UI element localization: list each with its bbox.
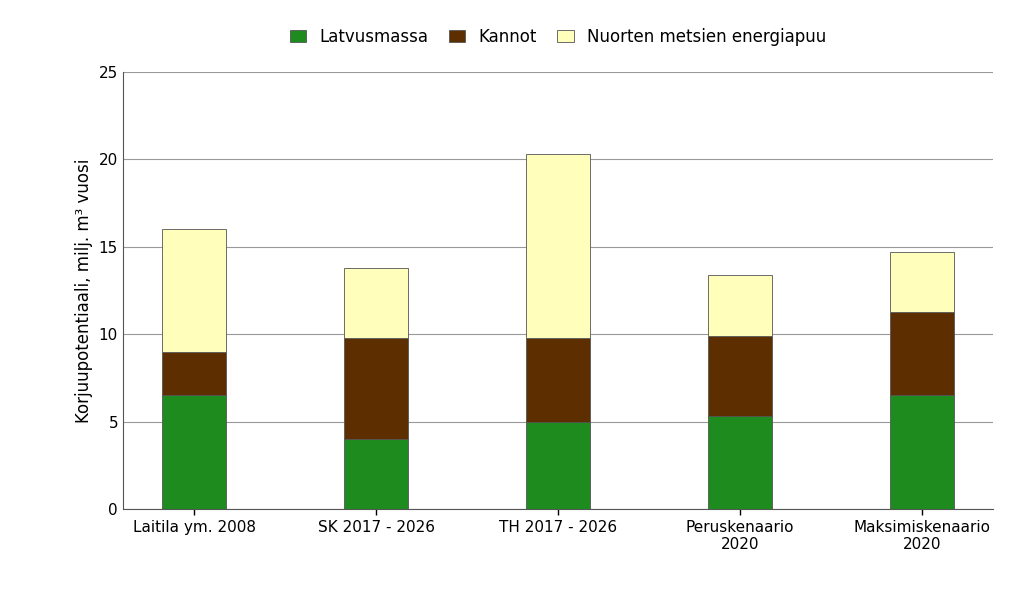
Bar xyxy=(709,275,772,336)
Bar xyxy=(526,338,590,422)
Bar xyxy=(344,338,408,439)
Bar xyxy=(163,352,226,395)
Legend: Latvusmassa, Kannot, Nuorten metsien energiapuu: Latvusmassa, Kannot, Nuorten metsien ene… xyxy=(290,28,826,46)
Bar xyxy=(709,336,772,416)
Bar xyxy=(890,311,953,395)
Bar xyxy=(344,439,408,509)
Bar xyxy=(526,422,590,509)
Bar xyxy=(344,268,408,338)
Bar xyxy=(163,229,226,352)
Bar xyxy=(709,416,772,509)
Bar xyxy=(163,395,226,509)
Bar xyxy=(526,154,590,338)
Y-axis label: Korjuupotentiaali, milj. m³ vuosi: Korjuupotentiaali, milj. m³ vuosi xyxy=(75,158,93,423)
Bar xyxy=(890,395,953,509)
Bar xyxy=(890,252,953,311)
